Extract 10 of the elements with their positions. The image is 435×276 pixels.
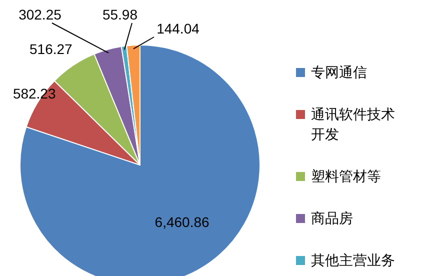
data-label: 6,460.86 (154, 214, 210, 230)
legend-label: 专网通信 (311, 64, 367, 81)
legend-label: 其他主营业务 (311, 252, 395, 269)
data-label: 55.98 (102, 6, 138, 23)
legend-label: 塑料管材等 (311, 168, 381, 185)
legend-label: 通讯软件技术开发 (311, 106, 395, 143)
data-label: 144.04 (156, 20, 200, 37)
data-label: 516.27 (30, 41, 73, 58)
legend-label: 商品房 (311, 210, 353, 227)
data-label: 302.25 (18, 6, 62, 23)
